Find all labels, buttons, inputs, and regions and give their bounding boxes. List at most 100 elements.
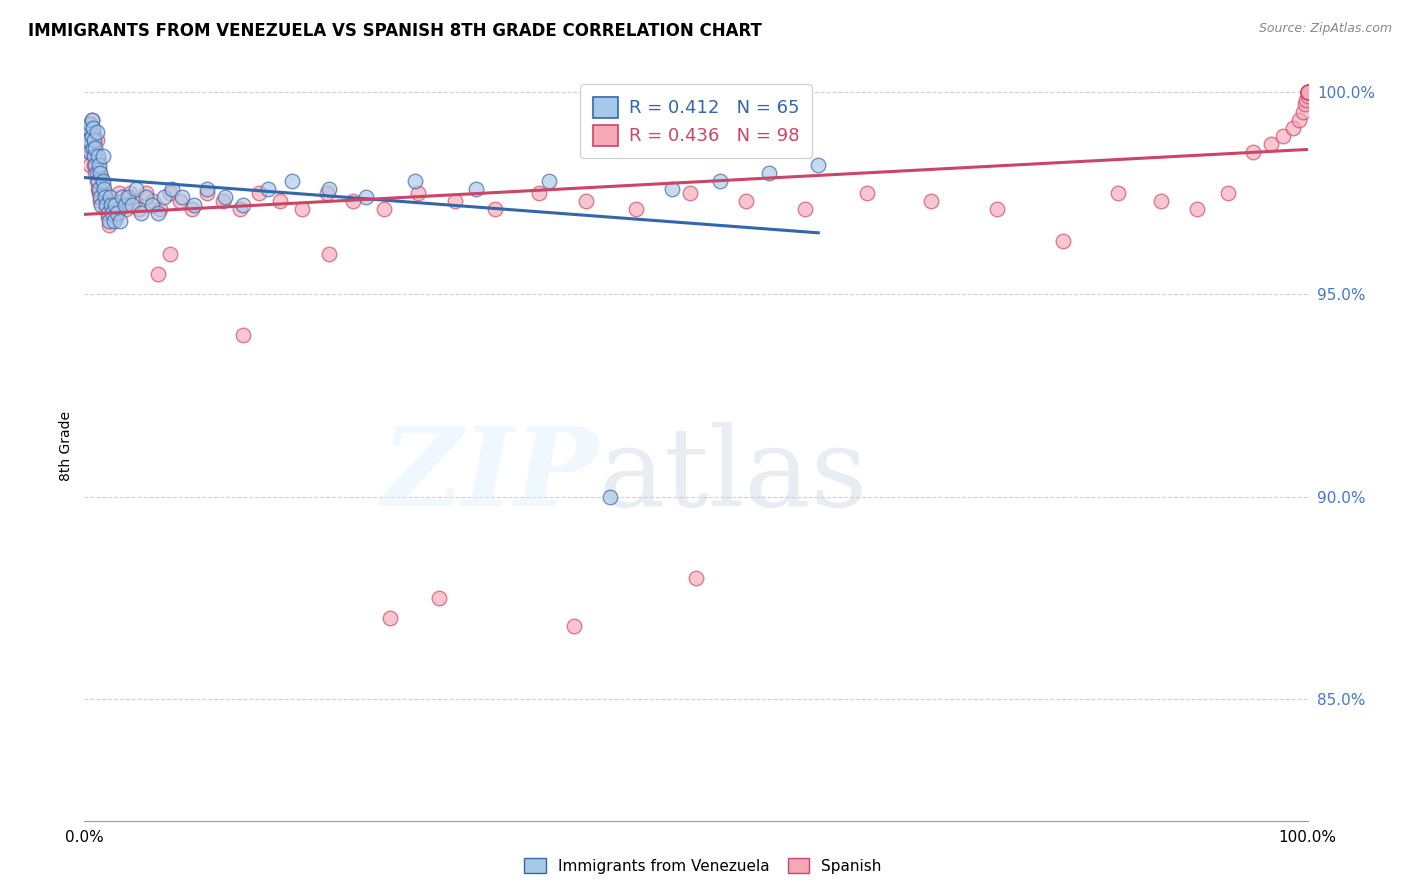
Point	[129, 206, 152, 220]
Point	[108, 214, 131, 228]
Point	[105, 206, 128, 220]
Point	[1052, 235, 1074, 249]
Point	[232, 327, 254, 342]
Text: Source: ZipAtlas.com: Source: ZipAtlas.com	[1258, 22, 1392, 36]
Point	[87, 153, 110, 168]
Point	[257, 182, 280, 196]
Point	[575, 194, 598, 208]
Point	[162, 182, 184, 196]
Point	[195, 186, 218, 200]
Point	[115, 202, 138, 216]
Point	[100, 198, 122, 212]
Point	[709, 174, 731, 188]
Point	[96, 202, 118, 216]
Point	[80, 112, 103, 127]
Y-axis label: 8th Grade: 8th Grade	[59, 411, 73, 481]
Point	[562, 619, 585, 633]
Point	[83, 157, 105, 171]
Point	[404, 174, 426, 188]
Point	[464, 182, 486, 196]
Point	[94, 190, 117, 204]
Point	[83, 149, 105, 163]
Point	[83, 137, 105, 152]
Point	[153, 190, 176, 204]
Point	[103, 214, 125, 228]
Point	[444, 194, 467, 208]
Point	[685, 571, 707, 585]
Point	[86, 174, 108, 188]
Point	[1295, 93, 1317, 107]
Point	[82, 141, 104, 155]
Point	[100, 194, 122, 208]
Point	[114, 198, 136, 212]
Point	[1296, 85, 1319, 99]
Point	[93, 182, 115, 196]
Point	[380, 611, 402, 625]
Point	[169, 194, 191, 208]
Point	[89, 166, 111, 180]
Point	[91, 174, 114, 188]
Point	[1296, 85, 1319, 99]
Point	[90, 198, 112, 212]
Point	[79, 157, 101, 171]
Point	[90, 169, 112, 184]
Point	[624, 202, 647, 216]
Point	[87, 157, 110, 171]
Point	[84, 141, 107, 155]
Point	[86, 133, 108, 147]
Point	[1107, 186, 1129, 200]
Point	[87, 186, 110, 200]
Point	[117, 190, 139, 204]
Point	[1296, 85, 1319, 99]
Point	[232, 198, 254, 212]
Point	[793, 202, 815, 216]
Point	[77, 145, 100, 160]
Text: ZIP: ZIP	[381, 422, 598, 530]
Point	[1296, 85, 1319, 99]
Point	[141, 198, 163, 212]
Point	[1296, 85, 1319, 99]
Point	[104, 198, 127, 212]
Text: atlas: atlas	[598, 423, 868, 530]
Point	[111, 194, 134, 208]
Point	[159, 246, 181, 260]
Point	[146, 206, 169, 220]
Point	[195, 182, 218, 196]
Point	[91, 178, 114, 192]
Point	[228, 202, 250, 216]
Point	[1296, 85, 1319, 99]
Point	[315, 186, 337, 200]
Point	[484, 202, 506, 216]
Point	[146, 267, 169, 281]
Point	[87, 149, 110, 163]
Point	[538, 174, 561, 188]
Point	[77, 125, 100, 139]
Point	[1296, 85, 1319, 99]
Point	[128, 202, 150, 216]
Point	[77, 121, 100, 136]
Point	[107, 186, 129, 200]
Point	[1294, 96, 1316, 111]
Point	[121, 198, 143, 212]
Legend: R = 0.412   N = 65, R = 0.436   N = 98: R = 0.412 N = 65, R = 0.436 N = 98	[581, 84, 811, 159]
Point	[281, 174, 304, 188]
Point	[354, 190, 377, 204]
Point	[89, 190, 111, 204]
Point	[1150, 194, 1173, 208]
Point	[1296, 85, 1319, 99]
Point	[96, 198, 118, 212]
Point	[94, 194, 117, 208]
Point	[1296, 85, 1319, 99]
Point	[1216, 186, 1239, 200]
Point	[1187, 202, 1209, 216]
Point	[1272, 129, 1295, 144]
Legend: Immigrants from Venezuela, Spanish: Immigrants from Venezuela, Spanish	[519, 852, 887, 880]
Point	[79, 121, 101, 136]
Point	[80, 129, 103, 144]
Point	[172, 190, 194, 204]
Point	[80, 112, 103, 127]
Point	[807, 157, 830, 171]
Point	[135, 186, 157, 200]
Point	[97, 210, 120, 224]
Point	[111, 190, 134, 204]
